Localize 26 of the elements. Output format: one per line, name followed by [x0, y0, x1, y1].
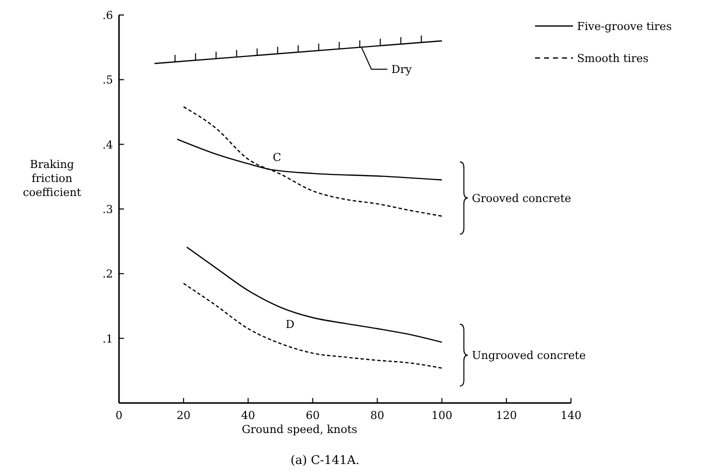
- annotation: Grooved concrete: [472, 192, 572, 206]
- y-tick-label: .6: [102, 9, 113, 22]
- line-series: [186, 246, 442, 343]
- line-series: [182, 282, 442, 369]
- x-tick-label: 140: [560, 409, 582, 422]
- y-tick-label: .4: [102, 138, 113, 152]
- series-label: Dry: [391, 63, 412, 76]
- x-tick-label: 120: [496, 409, 517, 422]
- x-tick-label: 0: [116, 409, 122, 422]
- x-tick-label: 100: [431, 409, 452, 422]
- y-tick-label: .2: [102, 268, 113, 281]
- x-axis-title: Ground speed, knots: [242, 423, 358, 436]
- y-tick-label: .5: [102, 74, 113, 87]
- x-tick-label: 40: [241, 409, 256, 422]
- legend-label: Smooth tires: [577, 52, 649, 65]
- text: (a) C-141A.: [290, 453, 360, 467]
- y-axis-title: Braking friction coefficient: [22, 158, 82, 199]
- x-tick-label: 60: [306, 409, 320, 422]
- legend-label: Five-groove tires: [577, 20, 672, 33]
- annotation: Ungrooved concrete: [472, 349, 586, 362]
- y-tick-label: .3: [102, 203, 113, 216]
- y-tick-label: .1: [102, 332, 113, 346]
- x-tick-label: 80: [370, 409, 384, 422]
- annotation: D: [286, 318, 295, 331]
- x-tick-label: 20: [176, 409, 191, 422]
- annotation: C: [272, 151, 282, 164]
